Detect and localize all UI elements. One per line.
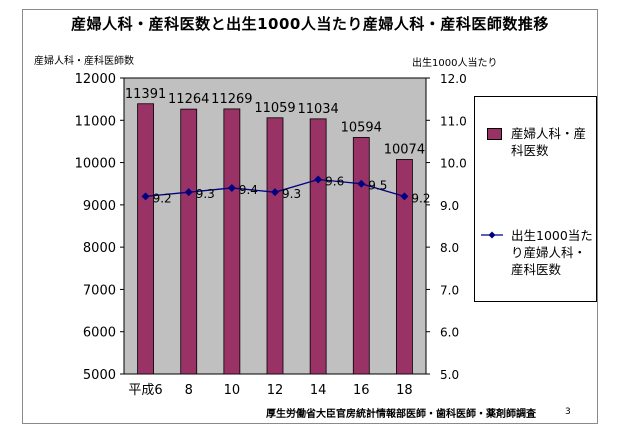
y2-tick-label: 10.0 xyxy=(440,157,467,171)
bar-value-label: 10594 xyxy=(341,120,382,135)
legend-bar-swatch-icon xyxy=(487,128,502,140)
line-point-marker xyxy=(314,175,323,184)
line-point-marker xyxy=(400,192,409,201)
bar xyxy=(137,103,154,375)
y-tick-label: 8000 xyxy=(83,241,116,256)
y2-tick-label: 6.0 xyxy=(440,326,459,340)
line-value-label: 9.2 xyxy=(153,191,172,205)
line-value-label: 9.6 xyxy=(325,174,344,188)
line-value-label: 9.2 xyxy=(411,191,430,205)
x-tick-label: 10 xyxy=(224,383,241,398)
bar xyxy=(396,159,413,375)
bar xyxy=(352,137,370,375)
y-tick-label: 10000 xyxy=(75,157,116,172)
bar-value-label: 11391 xyxy=(125,87,166,102)
x-tick-label: 8 xyxy=(185,383,193,398)
line-point-marker xyxy=(184,188,193,197)
x-tick-label: 平成6 xyxy=(128,383,162,398)
line-value-label: 9.3 xyxy=(282,187,301,201)
chart-title: 産婦人科・産科医数と出生1000人当たり産婦人科・産科医師数推移 xyxy=(71,15,549,33)
y-tick-label: 7000 xyxy=(83,283,116,298)
legend-bar-label: 産婦人科・産科医数 xyxy=(511,126,587,158)
bar xyxy=(180,108,198,375)
y-tick-label: 9000 xyxy=(83,199,116,214)
line-point-marker xyxy=(271,188,279,197)
x-tick-label: 16 xyxy=(353,383,370,398)
x-tick-label: 14 xyxy=(310,383,327,398)
y-tick-label: 6000 xyxy=(83,326,116,341)
y-axis-label-right: 出生1000人当たり xyxy=(412,58,498,69)
y2-tick-label: 7.0 xyxy=(440,283,459,297)
legend-line-swatch-icon xyxy=(481,231,503,239)
bar xyxy=(266,117,284,375)
y2-tick-label: 5.0 xyxy=(440,368,459,382)
line-point-marker xyxy=(357,179,366,188)
line-point-marker xyxy=(227,183,236,192)
bar xyxy=(223,108,241,375)
bar-value-label: 11034 xyxy=(297,102,338,117)
y2-tick-label: 9.0 xyxy=(440,199,459,213)
y2-tick-label: 12.0 xyxy=(440,72,467,86)
y2-tick-label: 11.0 xyxy=(440,114,467,128)
page-number: 3 xyxy=(565,407,571,417)
bar-value-label: 10074 xyxy=(384,142,425,157)
line-value-label: 9.5 xyxy=(368,179,387,193)
x-tick-label: 18 xyxy=(396,383,413,398)
line-point-marker xyxy=(141,192,150,201)
y-tick-label: 11000 xyxy=(75,114,116,129)
chart-legend: 産婦人科・産科医数 出生1000当たり産婦人科・産科医数 xyxy=(474,96,597,302)
bar-value-label: 11059 xyxy=(254,101,295,116)
bar xyxy=(309,118,327,375)
y2-tick-label: 8.0 xyxy=(440,241,459,255)
bar-value-label: 11269 xyxy=(211,92,252,107)
y-axis-label-left: 産婦人科・産科医師数 xyxy=(34,56,134,67)
y-tick-label: 5000 xyxy=(83,368,116,383)
legend-line-label: 出生1000当たり産婦人科・産科医数 xyxy=(511,228,593,277)
line-value-label: 9.4 xyxy=(239,183,258,197)
bar-value-label: 11264 xyxy=(168,92,209,107)
x-tick-label: 12 xyxy=(267,383,284,398)
y-tick-label: 12000 xyxy=(75,72,116,87)
source-note: 厚生労働省大臣官房統計情報部医師・歯科医師・薬剤師調査 xyxy=(266,409,536,420)
line-value-label: 9.3 xyxy=(196,187,215,201)
